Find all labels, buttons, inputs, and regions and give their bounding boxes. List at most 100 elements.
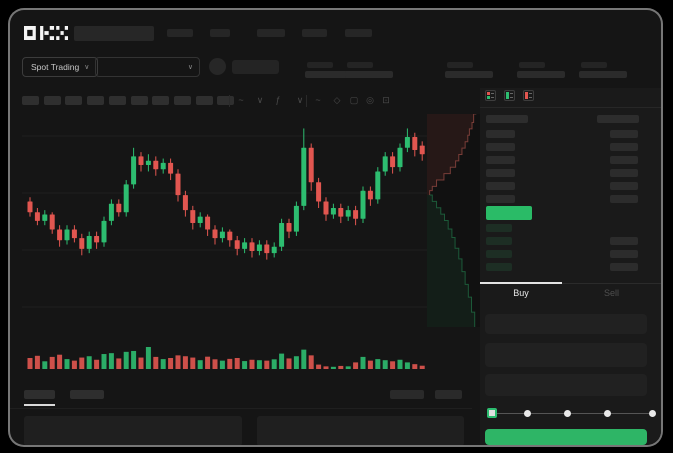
bid-row-price-placeholder[interactable] (486, 224, 512, 232)
pair-icon-placeholder (209, 58, 226, 75)
volume-bar (404, 362, 410, 369)
bid-row-price-placeholder[interactable] (486, 263, 512, 271)
candle-body (308, 147, 314, 183)
volume-bar (145, 347, 151, 369)
candle-body (205, 216, 211, 230)
candle-body (286, 223, 292, 232)
bottom-action-placeholder[interactable] (390, 390, 424, 399)
slider-step-dot[interactable] (649, 410, 656, 417)
slider-step-dot[interactable] (564, 410, 571, 417)
bottom-action-placeholder[interactable] (435, 390, 462, 399)
nav-item-placeholder[interactable] (167, 29, 193, 37)
toolbar-item-placeholder[interactable] (109, 96, 126, 105)
candle-body (212, 229, 218, 239)
volume-bar (367, 360, 373, 369)
volume-bar (94, 359, 100, 369)
candle-body (79, 238, 85, 249)
candle-body (323, 201, 329, 215)
stat-label-placeholder (447, 62, 473, 68)
volume-bar (175, 355, 181, 369)
volume-bar (160, 359, 166, 369)
orderbook-view-combined-book-icon[interactable] (485, 90, 496, 101)
candle-body (360, 190, 366, 219)
volume-bar (271, 359, 277, 369)
candle-body (123, 184, 129, 213)
settings-icon[interactable]: ◎ (366, 95, 374, 105)
toolbar-item-placeholder[interactable] (87, 96, 104, 105)
candle-body (34, 212, 40, 221)
ask-row-price-placeholder[interactable] (486, 143, 515, 151)
volume-bar (71, 360, 77, 369)
ask-row-price-placeholder[interactable] (486, 169, 515, 177)
volume-bar (138, 357, 144, 369)
slider-step-dot[interactable] (524, 410, 531, 417)
nav-item-placeholder[interactable] (210, 29, 230, 37)
bid-row-price-placeholder[interactable] (486, 250, 512, 258)
candlestick-chart[interactable] (22, 114, 482, 387)
pair-name-placeholder (232, 60, 279, 74)
draw-icon[interactable]: ◇ (333, 95, 341, 105)
ask-row-price-placeholder[interactable] (486, 182, 515, 190)
toolbar-item-placeholder[interactable] (217, 96, 234, 105)
volume-bar (168, 358, 174, 369)
toolbar-item-placeholder[interactable] (44, 96, 61, 105)
toolbar-item-placeholder[interactable] (174, 96, 191, 105)
volume-bar (256, 360, 262, 369)
nav-item-placeholder[interactable] (345, 29, 372, 37)
toolbar-item-placeholder[interactable] (131, 96, 148, 105)
tab-sell[interactable]: Sell (603, 288, 619, 298)
total-input-placeholder[interactable] (485, 374, 647, 396)
market-type-dropdown[interactable]: Spot Trading ∨ (22, 57, 99, 77)
ask-row-price-placeholder[interactable] (486, 156, 515, 164)
interval-icon[interactable]: ~ (238, 95, 244, 105)
orderbook-view-bids-only-icon[interactable] (504, 90, 515, 101)
bottom-panel-area (10, 387, 472, 445)
volume-bar (397, 359, 403, 369)
submit-buy-button[interactable] (485, 429, 647, 445)
candle-body (42, 214, 48, 221)
nav-item-placeholder[interactable] (302, 29, 327, 37)
chart-type-icon[interactable]: ∨ (256, 95, 264, 105)
candle-body (316, 182, 322, 202)
fullscreen-icon[interactable]: ⊡ (382, 95, 390, 105)
compare-icon[interactable]: ∨ (296, 95, 304, 105)
pair-select-dropdown[interactable]: ∨ (95, 57, 200, 77)
stat-label-placeholder (581, 62, 607, 68)
toolbar-item-placeholder[interactable] (152, 96, 169, 105)
toolbar-item-placeholder[interactable] (196, 96, 213, 105)
candle-body (197, 216, 203, 224)
orderbook-view-asks-only-icon[interactable] (523, 90, 534, 101)
amount-input-placeholder[interactable] (485, 343, 647, 367)
bottom-tab-placeholder[interactable] (70, 390, 104, 399)
slider-step-dot[interactable] (604, 410, 611, 417)
last-price-highlight[interactable] (486, 206, 532, 220)
candle-body (375, 171, 381, 200)
indicators-icon[interactable]: ƒ (275, 95, 281, 105)
candle-body (419, 145, 425, 155)
volume-bar (27, 358, 33, 369)
market-type-label: Spot Trading (31, 62, 80, 72)
candle-body (94, 235, 100, 243)
nav-item-placeholder[interactable] (257, 29, 285, 37)
candle-body (27, 201, 33, 213)
candle-body (227, 231, 233, 241)
volume-bar (153, 356, 159, 369)
icon-mark (510, 93, 513, 94)
bid-row-price-placeholder[interactable] (486, 237, 512, 245)
line-tool-icon[interactable]: ~ (315, 95, 321, 105)
volume-bar (108, 353, 114, 369)
toolbar-item-placeholder[interactable] (22, 96, 39, 105)
ask-row-price-placeholder[interactable] (486, 195, 515, 203)
stat-value-placeholder (345, 71, 393, 78)
bottom-tab-placeholder[interactable] (24, 390, 55, 399)
price-input-placeholder[interactable] (485, 314, 647, 334)
stat-label-placeholder (307, 62, 333, 68)
camera-icon[interactable]: ▢ (349, 95, 359, 105)
ask-row-price-placeholder[interactable] (486, 130, 515, 138)
toolbar-item-placeholder[interactable] (65, 96, 82, 105)
slider-handle[interactable] (487, 408, 497, 418)
tab-buy[interactable]: Buy (513, 288, 529, 298)
volume-bar (323, 366, 329, 369)
amount-slider[interactable] (485, 406, 657, 422)
volume-bar (249, 359, 255, 369)
